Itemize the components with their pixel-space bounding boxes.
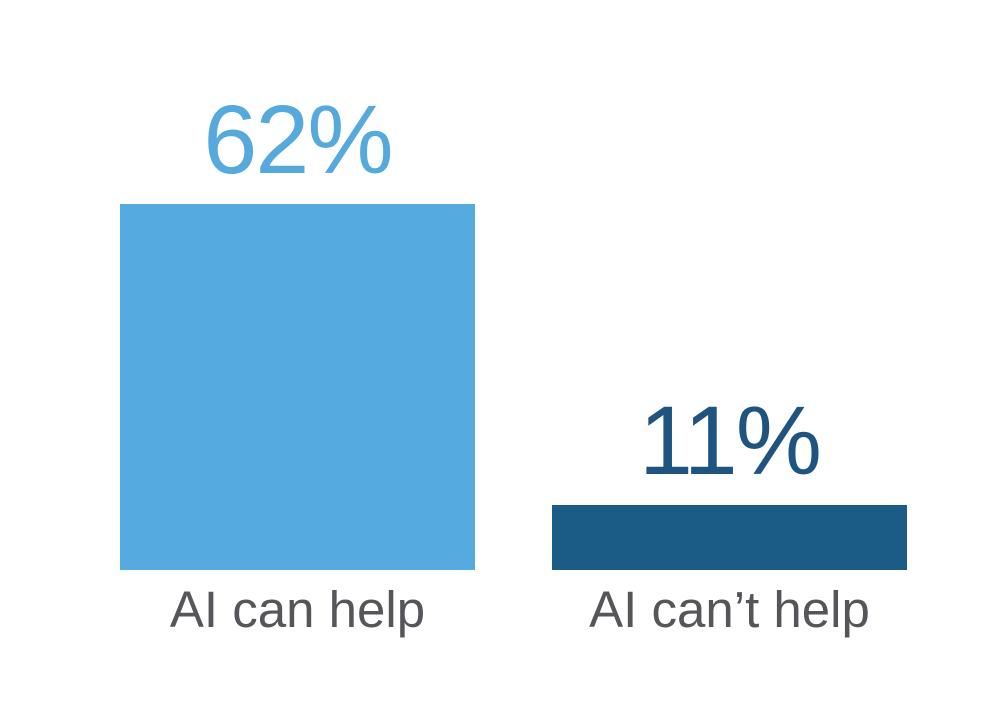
bar-ai-cant-help	[552, 505, 907, 570]
value-label-ai-cant-help: 11%	[639, 386, 822, 495]
category-label-ai-cant-help: AI can’t help	[589, 581, 870, 638]
category-label-ai-can-help: AI can help	[169, 581, 426, 638]
bar-group-ai-can-help: 62% AI can help	[120, 0, 475, 635]
bar-stack: 62%	[120, 0, 475, 570]
bar-group-ai-cant-help: 11% AI can’t help	[552, 0, 907, 635]
bar-ai-can-help	[120, 204, 475, 570]
bar-stack: 11%	[552, 0, 907, 570]
value-label-ai-can-help: 62%	[203, 85, 393, 194]
